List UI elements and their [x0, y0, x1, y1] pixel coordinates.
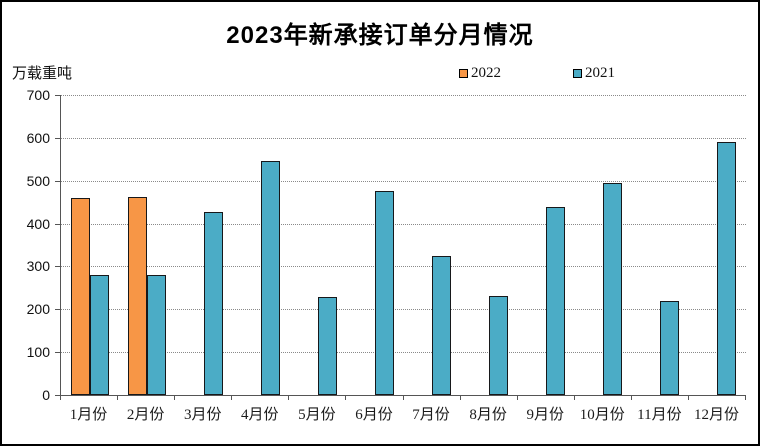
x-axis-tick-6: [403, 395, 404, 400]
y-axis-label-700: 700: [26, 87, 50, 103]
bar-2021-2月份: [146, 274, 166, 395]
x-axis-tick-3: [231, 395, 232, 400]
x-axis-tick-11: [688, 395, 689, 400]
gridline-600: [61, 137, 746, 139]
x-axis-tick-5: [345, 395, 346, 400]
y-axis-label-200: 200: [26, 301, 50, 318]
gridline-100: [61, 352, 746, 354]
y-axis-tick-100: [55, 352, 60, 354]
y-axis-unit-label: 万载重吨: [12, 65, 73, 82]
bar-2021-4月份: [260, 161, 280, 395]
bar-2021-5月份: [317, 296, 337, 395]
y-axis-label-0: 0: [42, 387, 50, 403]
x-axis-label-1月份: 1月份: [69, 407, 108, 423]
bar-2021-8月份: [489, 295, 509, 395]
y-axis-tick-200: [55, 309, 60, 311]
y-axis-tick-600: [55, 137, 60, 139]
plot-area: [60, 95, 746, 396]
legend-swatch-2022: [459, 68, 468, 78]
x-axis-label-9月份: 9月份: [526, 407, 564, 423]
x-axis-label-10月份: 10月份: [579, 407, 625, 423]
bar-2021-12月份: [717, 141, 737, 395]
x-axis-tick-0: [60, 395, 61, 400]
y-axis-tick-300: [55, 266, 60, 268]
legend-item-2021: 2021: [573, 64, 615, 82]
x-axis-label-5月份: 5月份: [298, 407, 336, 423]
gridline-700: [61, 95, 746, 96]
gridline-300: [61, 266, 746, 268]
y-axis-tick-0: [55, 395, 60, 396]
y-axis-label-100: 100: [26, 344, 50, 361]
x-axis-label-8月份: 8月份: [469, 407, 507, 423]
gridline-500: [61, 180, 746, 182]
x-axis-label-4月份: 4月份: [241, 407, 279, 423]
bar-2021-1月份: [89, 275, 109, 395]
x-axis-tick-9: [574, 395, 575, 400]
y-axis-tick-500: [55, 180, 60, 182]
y-axis-label-400: 400: [26, 215, 50, 232]
y-axis-tick-700: [55, 95, 60, 96]
bar-2022-2月份: [127, 197, 147, 395]
legend-swatch-2021: [573, 68, 582, 78]
x-axis-tick-4: [288, 395, 289, 400]
chart-title: 2023年新承接订单分月情况: [226, 22, 534, 49]
bar-2021-7月份: [432, 256, 452, 395]
y-axis-label-300: 300: [26, 258, 50, 275]
x-axis-tick-1: [117, 395, 118, 400]
bar-2021-10月份: [603, 183, 623, 395]
x-axis-tick-10: [631, 395, 632, 400]
bar-2021-9月份: [546, 206, 566, 395]
x-axis-tick-8: [517, 395, 518, 400]
x-axis-label-12月份: 12月份: [693, 407, 739, 423]
legend-item-2022: 2022: [459, 64, 501, 82]
bar-2021-6月份: [374, 191, 394, 395]
x-axis-tick-7: [460, 395, 461, 400]
x-axis-label-6月份: 6月份: [355, 407, 393, 423]
y-axis-label-600: 600: [26, 129, 50, 146]
gridline-400: [61, 223, 746, 225]
bar-2022-1月份: [70, 197, 90, 395]
y-axis-label-500: 500: [26, 172, 50, 189]
y-axis-tick-400: [55, 223, 60, 225]
legend-label-2021: 2021: [585, 64, 615, 81]
x-axis-label-3月份: 3月份: [183, 407, 222, 423]
legend-label-2022: 2022: [471, 64, 501, 81]
bar-2021-3月份: [203, 211, 223, 395]
bar-2021-11月份: [660, 301, 680, 395]
gridline-200: [61, 309, 746, 311]
x-axis-label-7月份: 7月份: [412, 407, 450, 423]
x-axis-tick-2: [174, 395, 175, 400]
x-axis-tick-12: [745, 395, 746, 400]
x-axis-label-2月份: 2月份: [126, 407, 165, 423]
x-axis-label-11月份: 11月份: [637, 407, 682, 423]
